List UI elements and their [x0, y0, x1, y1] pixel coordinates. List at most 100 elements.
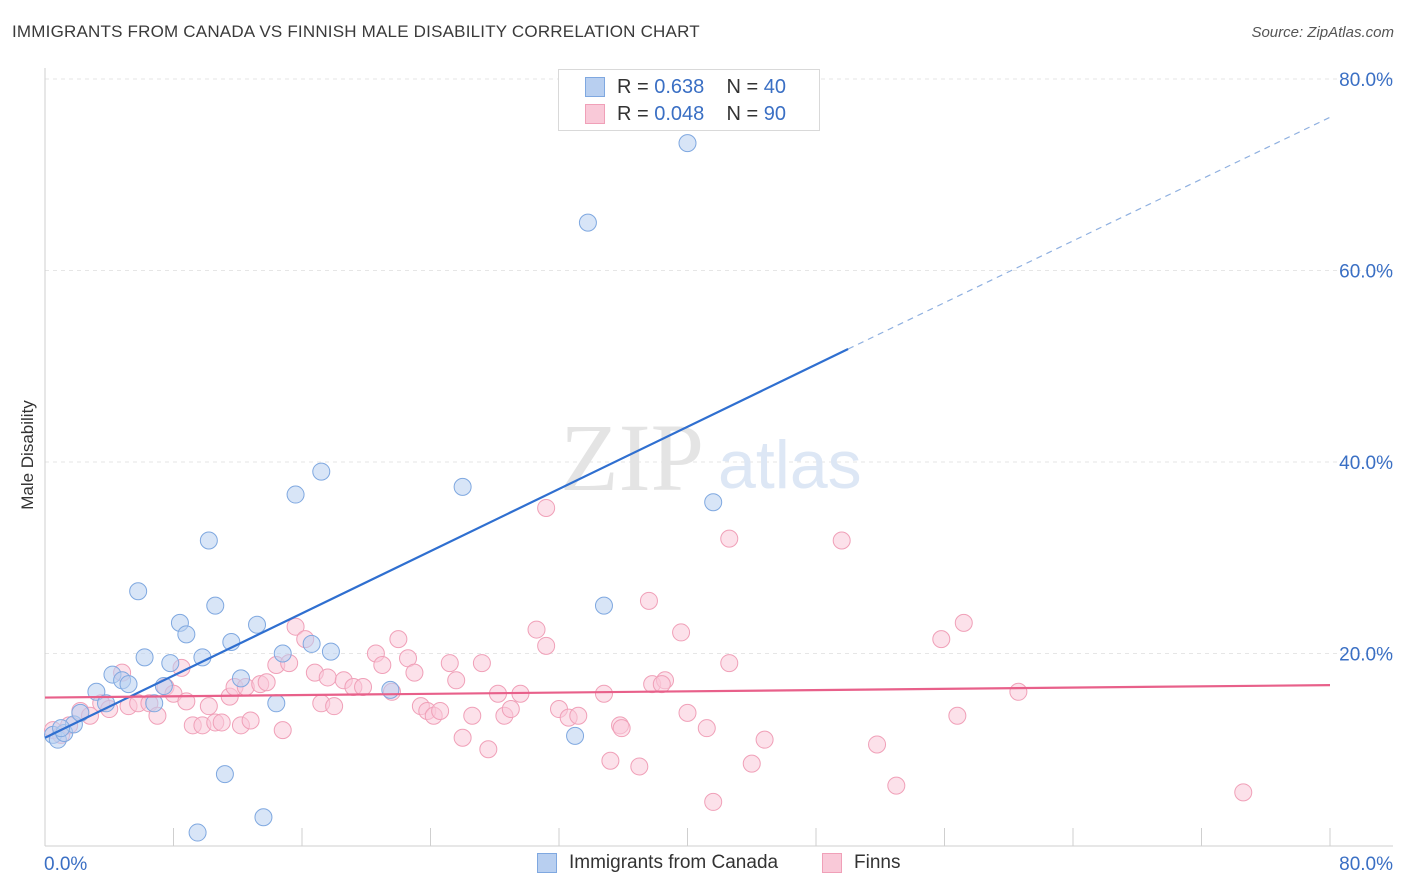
finns-point: [463, 706, 482, 725]
canada-swatch: [585, 77, 605, 97]
canada-point: [129, 582, 148, 601]
finns-point: [479, 740, 498, 759]
canada-trend-extension: [847, 116, 1331, 350]
finns-point: [1009, 682, 1028, 701]
finns-point: [868, 735, 887, 754]
finns-point: [257, 673, 276, 692]
finns-point: [639, 591, 658, 610]
finns-point: [742, 754, 761, 773]
finns-point: [440, 654, 459, 673]
legend-n-value: 40: [763, 75, 787, 98]
finns-point: [373, 655, 392, 674]
canada-point: [704, 493, 723, 512]
canada-point: [199, 531, 218, 550]
finns-point: [720, 654, 739, 673]
finns-point: [537, 498, 556, 517]
y-tick-label: 40.0%: [1339, 453, 1393, 474]
watermark-atlas: atlas: [718, 427, 862, 503]
canada-point: [286, 485, 305, 504]
finns-point: [1234, 783, 1253, 802]
legend-r-value: 0.048: [654, 102, 705, 125]
legend-item-finns[interactable]: Finns: [822, 852, 900, 874]
canada-swatch: [537, 853, 557, 873]
grid-lines: [45, 78, 1393, 654]
legend-r-label: R =: [617, 75, 649, 98]
finns-point: [697, 719, 716, 738]
canada-point: [135, 648, 154, 667]
legend-r-value: 0.638: [654, 75, 705, 98]
finns-point: [241, 711, 260, 730]
canada-point: [381, 680, 400, 699]
canada-point: [254, 808, 273, 827]
finns-point: [199, 697, 218, 716]
legend-row-canada: R = 0.638 N = 40: [585, 75, 786, 99]
finns-point: [501, 700, 520, 719]
canada-point: [161, 654, 180, 673]
finns-point: [704, 792, 723, 811]
x-tick-label: 0.0%: [44, 854, 87, 875]
finns-point: [527, 620, 546, 639]
finns-point: [569, 706, 588, 725]
canada-point: [594, 596, 613, 615]
finns-point: [447, 671, 466, 690]
finns-point: [389, 630, 408, 649]
finns-point: [720, 529, 739, 548]
legend-row-finns: R = 0.048 N = 90: [585, 102, 786, 126]
source-label: Source: ZipAtlas.com: [1251, 24, 1394, 41]
canada-point: [188, 823, 207, 842]
legend-r-label: R =: [617, 102, 649, 125]
finns-point: [594, 684, 613, 703]
finns-point: [755, 730, 774, 749]
canada-point: [248, 615, 267, 634]
finns-points: [44, 498, 1253, 811]
correlation-legend: R = 0.638 N = 40 R = 0.048 N = 90: [558, 69, 820, 131]
canada-point: [273, 644, 292, 663]
finns-swatch: [822, 853, 842, 873]
finns-point: [354, 678, 373, 697]
canada-point: [302, 634, 321, 653]
legend-n-value: 90: [763, 102, 787, 125]
chart-title: IMMIGRANTS FROM CANADA VS FINNISH MALE D…: [12, 22, 700, 41]
finns-point: [678, 703, 697, 722]
x-tick-label: 80.0%: [1339, 854, 1393, 875]
trend-lines: [44, 116, 1331, 739]
finns-point: [672, 623, 691, 642]
finns-point: [948, 706, 967, 725]
finns-point: [325, 697, 344, 716]
finns-point: [472, 654, 491, 673]
watermark-zip: ZIP: [560, 404, 704, 511]
finns-point: [630, 757, 649, 776]
canada-points: [44, 134, 723, 842]
finns-point: [318, 668, 337, 687]
finns-point: [286, 617, 305, 636]
legend-n-label: N =: [726, 75, 759, 98]
canada-point: [231, 669, 250, 688]
finns-swatch: [585, 104, 605, 124]
finns-trend-line: [44, 683, 1331, 699]
legend-item-label: Finns: [854, 852, 901, 873]
finns-point: [453, 728, 472, 747]
finns-point: [887, 776, 906, 795]
finns-point: [612, 719, 631, 738]
y-tick-label: 60.0%: [1339, 262, 1393, 283]
series-legend: Immigrants from Canada Finns: [0, 852, 1406, 878]
y-tick-label: 20.0%: [1339, 645, 1393, 666]
finns-point: [405, 663, 424, 682]
finns-point: [954, 613, 973, 632]
canada-point: [566, 726, 585, 745]
canada-point: [145, 694, 164, 713]
finns-point: [932, 630, 951, 649]
canada-point: [119, 675, 138, 694]
canada-point: [215, 765, 234, 784]
canada-point: [312, 462, 331, 481]
legend-n-label: N =: [726, 102, 759, 125]
legend-item-canada[interactable]: Immigrants from Canada: [537, 852, 778, 874]
canada-point: [267, 694, 286, 713]
finns-point: [537, 636, 556, 655]
finns-point: [652, 675, 671, 694]
watermark: ZIP atlas: [560, 404, 862, 511]
legend-item-label: Immigrants from Canada: [569, 852, 779, 873]
y-tick-label: 80.0%: [1339, 70, 1393, 91]
canada-point: [578, 213, 597, 232]
finns-point: [212, 713, 231, 732]
